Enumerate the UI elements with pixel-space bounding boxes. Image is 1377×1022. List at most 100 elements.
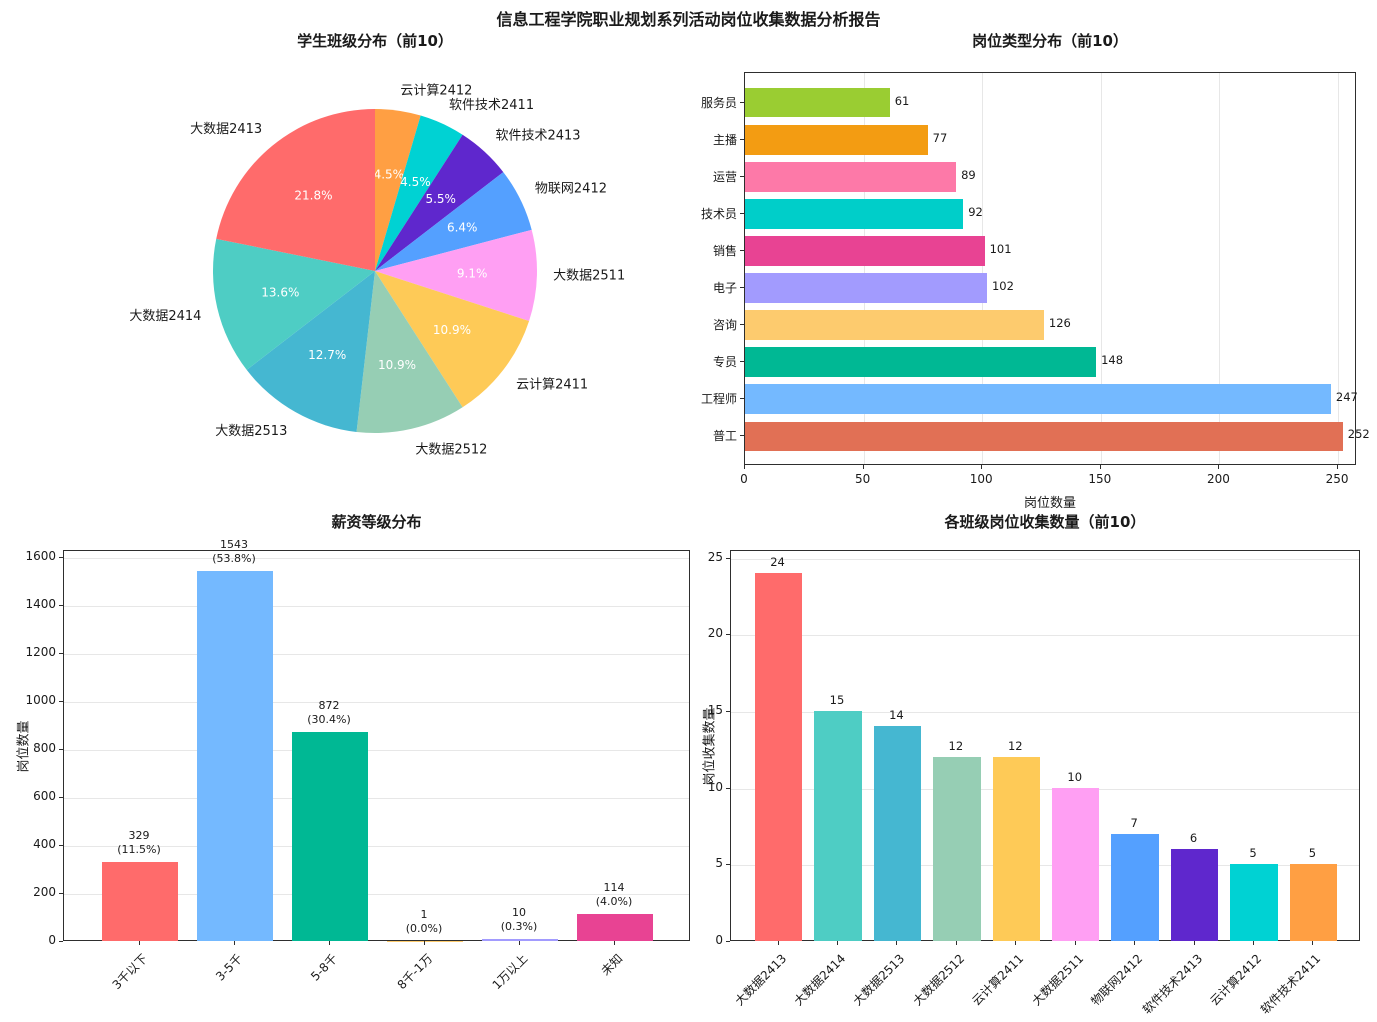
gridline bbox=[64, 846, 689, 848]
bar-咨询 bbox=[745, 310, 1044, 340]
gridline bbox=[731, 788, 1359, 790]
pie-label: 大数据2513 bbox=[215, 424, 287, 439]
x-tickmark bbox=[424, 941, 425, 945]
category-label: 5-8千 bbox=[308, 951, 341, 984]
bar-大数据2513 bbox=[873, 726, 922, 941]
bar-大数据2414 bbox=[814, 711, 862, 941]
x-tickmark bbox=[1015, 941, 1017, 945]
y-tickmark bbox=[726, 711, 730, 712]
x-tick-label: 0 bbox=[740, 472, 748, 486]
bar-服务员 bbox=[745, 87, 890, 118]
pie-percent-label: 5.5% bbox=[425, 192, 456, 206]
bar-value-label: 1543 (53.8%) bbox=[212, 537, 256, 566]
job-type-xaxis-label: 岗位数量 bbox=[1023, 496, 1076, 511]
category-label: 运营 bbox=[712, 169, 737, 184]
bar-value-label: 1 (0.0%) bbox=[405, 907, 443, 936]
category-label: 专员 bbox=[712, 355, 737, 370]
gridline bbox=[64, 558, 689, 560]
category-label: 工程师 bbox=[700, 392, 737, 407]
x-tickmark bbox=[862, 465, 864, 469]
class-count-yaxis-label: 岗位收集数量 bbox=[702, 707, 718, 786]
bar-物联网2412 bbox=[1111, 833, 1159, 941]
y-tickmark bbox=[740, 398, 744, 400]
bar-普工 bbox=[745, 421, 1343, 452]
category-label: 8千-1万 bbox=[394, 951, 436, 993]
pie-label: 大数据2413 bbox=[190, 122, 262, 137]
pie-label: 云计算2412 bbox=[400, 84, 472, 99]
x-tickmark bbox=[519, 941, 520, 945]
y-tickmark bbox=[726, 634, 730, 636]
bar-工程师 bbox=[745, 384, 1331, 415]
bar-value-label: 872 (30.4%) bbox=[307, 698, 351, 727]
bar-value-label: 252 bbox=[1347, 427, 1370, 442]
class-distribution-pie: 云计算2412 4.5% 软件技术2411 4.5% 软件技术2413 5.5% 物联网24… bbox=[129, 84, 625, 458]
bar-3千以下 bbox=[102, 862, 178, 941]
pie-percent-label: 21.8% bbox=[294, 188, 332, 202]
y-tick-label: 0 bbox=[715, 933, 723, 947]
gridline bbox=[64, 606, 689, 608]
x-tickmark bbox=[234, 941, 235, 945]
bar-value-label: 24 bbox=[770, 555, 785, 569]
x-tick-label: 150 bbox=[1088, 472, 1112, 486]
category-label: 服务员 bbox=[700, 95, 737, 110]
pie-label: 物联网2412 bbox=[535, 181, 607, 196]
bar-未知 bbox=[577, 913, 653, 941]
bar-value-label: 148 bbox=[1101, 353, 1124, 368]
y-tick-label: 1400 bbox=[25, 597, 56, 612]
bar-value-label: 92 bbox=[968, 204, 983, 219]
y-tick-label: 1600 bbox=[25, 549, 56, 564]
class-count-chart-title: 各班级岗位收集数量（前10） bbox=[944, 513, 1146, 531]
bar-value-label: 247 bbox=[1335, 390, 1358, 405]
y-tickmark bbox=[726, 787, 730, 789]
y-tickmark bbox=[59, 653, 63, 655]
report-title: 信息工程学院职业规划系列活动岗位收集数据分析报告 bbox=[496, 10, 881, 29]
gridline bbox=[863, 73, 865, 464]
bar-大数据2512 bbox=[933, 757, 981, 941]
category-label: 未知 bbox=[598, 951, 626, 979]
pie-percent-label: 4.5% bbox=[374, 167, 405, 181]
bar-value-label: 12 bbox=[948, 739, 964, 753]
y-tickmark bbox=[726, 941, 730, 942]
x-tickmark bbox=[744, 465, 745, 469]
x-tickmark bbox=[981, 465, 983, 469]
x-tickmark bbox=[896, 941, 898, 945]
x-tick-label: 50 bbox=[854, 472, 871, 486]
pie-label: 云计算2411 bbox=[516, 378, 588, 393]
y-tick-label: 1200 bbox=[25, 645, 56, 660]
bar-value-label: 6 bbox=[1189, 831, 1198, 845]
gridline bbox=[731, 558, 1359, 560]
y-tick-label: 0 bbox=[48, 933, 56, 947]
x-tickmark bbox=[1134, 941, 1136, 945]
bar-value-label: 10 (0.3%) bbox=[500, 905, 538, 933]
job-type-chart-title: 岗位类型分布（前10） bbox=[972, 32, 1128, 50]
pie-slice-云计算2412 bbox=[375, 109, 421, 271]
pie-label: 大数据2414 bbox=[129, 309, 201, 324]
pie-slice-大数据2414 bbox=[213, 238, 375, 370]
bar-value-label: 15 bbox=[829, 693, 845, 707]
bar-value-label: 5 bbox=[1308, 846, 1317, 861]
y-tick-label: 800 bbox=[33, 741, 56, 756]
gridline bbox=[64, 798, 689, 800]
pie-percent-label: 6.4% bbox=[447, 221, 478, 235]
pie-label: 软件技术2413 bbox=[495, 129, 580, 144]
y-tickmark bbox=[740, 138, 744, 140]
bar-5-8千 bbox=[292, 731, 368, 941]
bar-value-label: 114 (4.0%) bbox=[595, 880, 633, 908]
gridline bbox=[1338, 73, 1340, 464]
bar-value-label: 5 bbox=[1249, 846, 1257, 861]
y-tickmark bbox=[740, 212, 744, 214]
x-tickmark bbox=[1312, 941, 1314, 945]
y-tick-label: 20 bbox=[707, 626, 723, 641]
category-label: 咨询 bbox=[712, 318, 737, 333]
pie-slice-大数据2511 bbox=[375, 229, 537, 322]
x-tickmark bbox=[777, 941, 779, 945]
y-tick-label: 10 bbox=[707, 779, 723, 794]
gridline bbox=[64, 702, 689, 704]
pie-label: 大数据2511 bbox=[553, 269, 625, 284]
bar-软件技术2411 bbox=[1289, 864, 1338, 941]
bar-1万以上 bbox=[482, 938, 558, 941]
job-type-axes bbox=[744, 72, 1356, 465]
gridline bbox=[64, 894, 689, 896]
pie-percent-label: 12.7% bbox=[308, 348, 346, 362]
pie-slice-软件技术2411 bbox=[375, 115, 463, 272]
